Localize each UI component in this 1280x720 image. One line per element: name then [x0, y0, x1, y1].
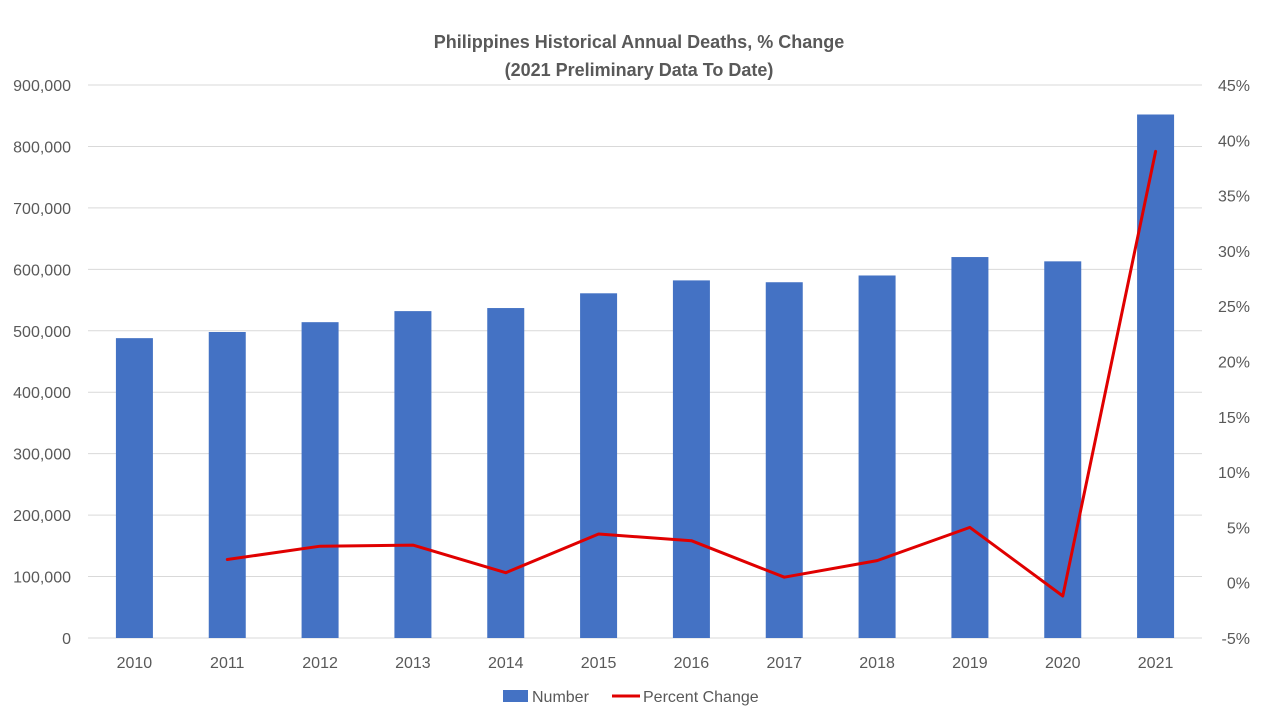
x-tick-label: 2014: [488, 655, 524, 672]
legend-swatch-number: [503, 690, 528, 702]
y-left-tick-label: 100,000: [13, 570, 71, 587]
bar-number: [580, 293, 618, 638]
y-left-tick-label: 0: [62, 631, 71, 648]
y-right-tick-label: 10%: [1218, 465, 1250, 482]
y-right-tick-label: 25%: [1218, 299, 1250, 316]
bar-number: [672, 280, 710, 638]
x-tick-label: 2019: [952, 655, 988, 672]
y-right-tick-label: 5%: [1227, 520, 1250, 537]
bar-number: [765, 282, 803, 638]
x-tick-label: 2020: [1045, 655, 1081, 672]
y-right-tick-label: 45%: [1218, 78, 1250, 95]
y-left-tick-label: 200,000: [13, 508, 71, 525]
bar-number: [858, 275, 896, 638]
y-right-tick-label: -5%: [1222, 631, 1250, 648]
bar-number: [301, 322, 339, 638]
line-series-percent-change: [225, 149, 1158, 598]
bar-number: [1044, 261, 1082, 638]
chart-subtitle: (2021 Preliminary Data To Date): [505, 60, 774, 80]
x-tick-label: 2018: [859, 655, 895, 672]
x-tick-label: 2010: [117, 655, 153, 672]
y-left-tick-label: 800,000: [13, 139, 71, 156]
legend-label-number: Number: [532, 689, 590, 706]
x-tick-label: 2011: [210, 655, 245, 672]
bar-number: [951, 257, 989, 638]
x-tick-label: 2012: [302, 655, 338, 672]
bar-number: [487, 308, 525, 638]
bar-number: [1137, 114, 1175, 638]
y-left-tick-label: 900,000: [13, 78, 71, 95]
bar-series-number: [115, 114, 1175, 638]
bar-number: [115, 338, 153, 638]
y-right-tick-label: 15%: [1218, 410, 1250, 427]
gridlines: [88, 84, 1202, 639]
chart-title: Philippines Historical Annual Deaths, % …: [434, 32, 844, 52]
x-axis: 2010 2011 2012 2013 2014 2015 2016 2017 2018 2019…: [117, 655, 1174, 672]
bar-number: [208, 332, 246, 638]
x-tick-label: 2017: [766, 655, 802, 672]
x-tick-label: 2021: [1138, 655, 1174, 672]
legend-label-percent-change: Percent Change: [643, 689, 759, 706]
y-axis-left: 0 100,000 200,000 300,000 400,000 500,000 600,…: [13, 78, 71, 648]
y-left-tick-label: 600,000: [13, 262, 71, 279]
y-right-tick-label: 30%: [1218, 244, 1250, 261]
y-right-tick-label: 0%: [1227, 576, 1250, 593]
y-left-tick-label: 500,000: [13, 324, 71, 341]
x-tick-label: 2016: [674, 655, 710, 672]
y-right-tick-label: 35%: [1218, 189, 1250, 206]
y-left-tick-label: 700,000: [13, 201, 71, 218]
x-tick-label: 2015: [581, 655, 617, 672]
y-right-tick-label: 40%: [1218, 133, 1250, 150]
y-axis-right: -5% 0% 5% 10% 15% 20% 25% 30% 35% 40% 45%: [1218, 78, 1250, 648]
bar-number: [394, 311, 432, 638]
y-left-tick-label: 400,000: [13, 385, 71, 402]
x-tick-label: 2013: [395, 655, 431, 672]
legend: Number Percent Change: [503, 689, 759, 706]
y-left-tick-label: 300,000: [13, 447, 71, 464]
y-right-tick-label: 20%: [1218, 355, 1250, 372]
